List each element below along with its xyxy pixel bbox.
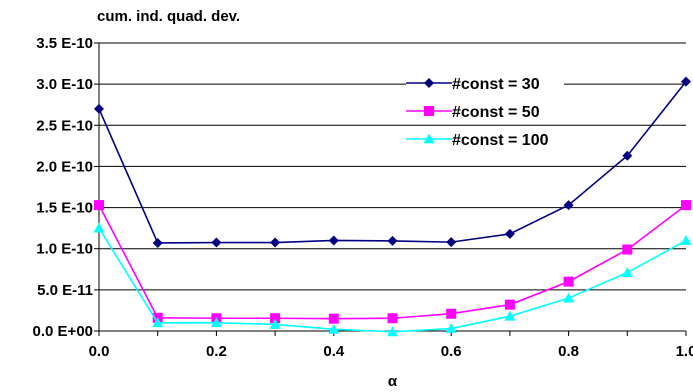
data-point [328, 313, 339, 324]
data-point [445, 323, 457, 333]
y-tick-label: 5.0 E-11 [37, 282, 93, 299]
y-tick-label: 1.5 E-10 [36, 200, 93, 217]
data-point [563, 276, 574, 287]
data-point [94, 200, 104, 211]
data-point [387, 313, 398, 324]
data-point [504, 228, 515, 239]
gridlines [99, 42, 686, 291]
legend-entry: #const = 30 [406, 73, 564, 93]
legend-label: #const = 100 [452, 132, 549, 149]
legend-entry: #const = 50 [406, 101, 564, 121]
data-point [680, 234, 692, 245]
series-line [98, 204, 687, 320]
data-point [269, 318, 281, 329]
y-tick-label: 3.5 E-10 [36, 35, 93, 52]
legend-marker [423, 133, 435, 144]
data-point [504, 299, 515, 310]
data-point [563, 200, 574, 211]
series-1 [94, 76, 691, 248]
y-axis-title: cum. ind. quad. dev. [97, 8, 240, 25]
y-tick-label: 2.5 E-10 [36, 117, 93, 134]
legend-marker [424, 106, 434, 116]
x-tick-label: 0.4 [323, 343, 345, 360]
series-lines [93, 76, 692, 337]
y-tick-labels: 0.0 E+00 5.0 E-11 1.0 E-10 1.5 E-10 2.0 E-10… [33, 35, 93, 340]
series-2 [94, 200, 691, 324]
data-point [94, 103, 104, 114]
legend-label: #const = 30 [452, 76, 540, 93]
legend-marker [424, 78, 434, 88]
y-tick-label: 1.0 E-10 [36, 241, 93, 258]
x-tick-label: 0.2 [206, 343, 227, 360]
legend-entry-bg [406, 73, 564, 93]
x-tick-label: 0.0 [89, 343, 110, 360]
series-3 [93, 222, 692, 337]
x-tick-labels: 0.0 0.2 0.4 0.6 0.8 1.0 [89, 343, 693, 360]
data-point [446, 237, 457, 248]
legend-label: #const = 50 [452, 104, 540, 121]
legend: #const = 30 #const = 50 #const = 100 [406, 73, 564, 149]
data-point [270, 313, 281, 324]
data-point [681, 200, 691, 211]
x-tick-label: 0.6 [441, 343, 462, 360]
y-tick-label: 0.0 E+00 [33, 323, 93, 340]
y-tick-label: 3.0 E-10 [36, 76, 93, 93]
data-point [328, 235, 339, 246]
x-tick-label: 1.0 [676, 343, 693, 360]
data-point [504, 310, 516, 321]
x-axis-title: α [388, 373, 398, 390]
data-point [446, 308, 457, 319]
legend-entry: #const = 100 [406, 129, 564, 149]
data-point [270, 237, 281, 248]
data-point [152, 317, 164, 328]
series-line [98, 81, 687, 244]
axes [94, 42, 687, 336]
x-tick-label: 0.8 [558, 343, 579, 360]
legend-entry-bg [406, 129, 564, 149]
data-point [210, 317, 222, 328]
data-point [387, 235, 398, 246]
data-point [211, 237, 222, 248]
data-point [563, 292, 575, 303]
legend-entry-bg [406, 101, 564, 121]
data-point [681, 76, 691, 87]
data-point [622, 150, 633, 161]
data-point [152, 237, 163, 248]
data-point [621, 267, 633, 277]
data-point [93, 222, 105, 233]
data-point [622, 244, 633, 255]
data-point [328, 323, 340, 334]
y-tick-label: 2.0 E-10 [36, 158, 93, 175]
data-point [387, 326, 398, 337]
